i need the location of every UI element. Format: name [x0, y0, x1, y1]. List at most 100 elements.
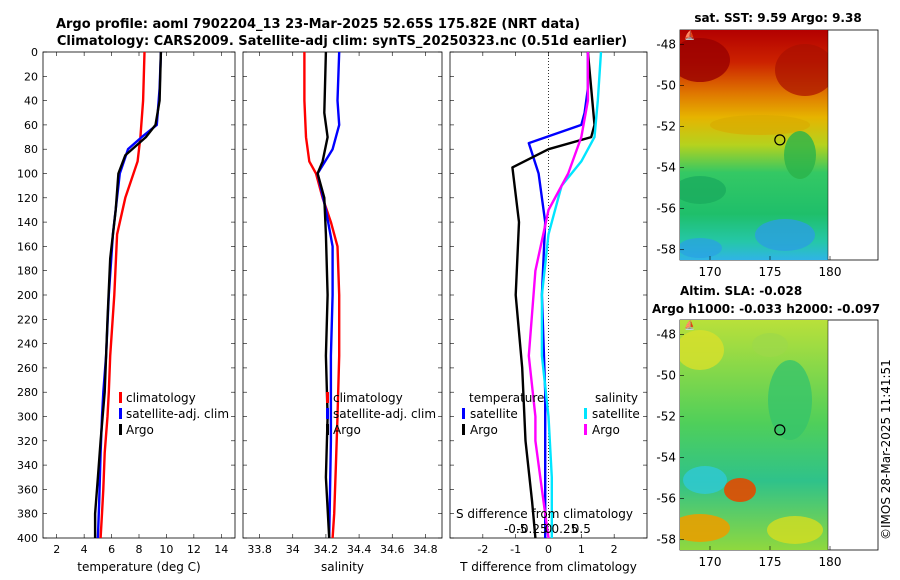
legend-swatch	[326, 392, 329, 403]
map-x-tick-label: 175	[759, 265, 782, 279]
y-tick-label: 320	[17, 435, 38, 448]
s-tick-label: -0.25	[517, 522, 548, 536]
legend-swatch	[584, 408, 587, 419]
legend-swatch	[326, 424, 329, 435]
legend-swatch	[119, 408, 122, 419]
map-y-tick-label: -50	[656, 78, 676, 92]
sla-high-patch	[680, 330, 724, 370]
sst-map-axes: 170 175 180 -48 -50 -52 -54 -56 -58	[656, 37, 841, 279]
y-tick-label: 340	[17, 459, 38, 472]
x-axis-label: T difference from climatology	[459, 560, 637, 574]
legend-label: Argo	[592, 423, 620, 437]
sla-map-axes: 170 175 180 -48 -50 -52 -54 -56 -58	[656, 327, 841, 569]
y-tick-label: 300	[17, 411, 38, 424]
sla-low-patch	[683, 466, 727, 494]
y-tick-label: 80	[24, 143, 38, 156]
x-tick-label: 14	[214, 543, 228, 556]
map-x-tick-label: 180	[819, 265, 842, 279]
sla-low-patch	[768, 360, 812, 440]
legend-swatch	[462, 424, 465, 435]
legend-label: Argo	[333, 423, 361, 437]
y-tick-label: 280	[17, 386, 38, 399]
sst-front	[710, 115, 810, 135]
sst-cold-patch	[755, 219, 815, 251]
title-line-1: Argo profile: aoml 7902204_13 23-Mar-202…	[56, 17, 580, 32]
x-tick-label: 34.8	[413, 543, 438, 556]
x-tick-label: 2	[53, 543, 60, 556]
sla-map-title-2: Argo h1000: -0.033 h2000: -0.097	[652, 302, 880, 316]
map-y-tick-label: -56	[656, 202, 676, 216]
y-tick-label: 0	[31, 46, 38, 59]
legend-label: satellite	[592, 407, 640, 421]
map-y-tick-label: -54	[656, 451, 676, 465]
watermark-text: ©IMOS 28-Mar-2025 11:41:51	[879, 359, 893, 540]
s-tick-label: 0.25	[552, 522, 579, 536]
y-tick-label: 200	[17, 289, 38, 302]
legend-swatch	[119, 424, 122, 435]
legend-label: climatology	[126, 391, 196, 405]
temperature-profile-frame	[42, 51, 236, 539]
y-tick-label: 100	[17, 168, 38, 181]
map-x-tick-label: 180	[819, 555, 842, 569]
s-tick-label: -0.5	[504, 522, 527, 536]
x-tick-label: 8	[136, 543, 143, 556]
y-tick-label: 360	[17, 483, 38, 496]
north-arrow-icon: ⛵	[684, 319, 695, 331]
legend-label: salinity	[595, 391, 638, 405]
y-tick-label: 40	[24, 95, 38, 108]
legend-swatch	[119, 392, 122, 403]
x-tick-label: -2	[477, 543, 488, 556]
sla-map-panel: Altim. SLA: -0.028 Argo h1000: -0.033 h2…	[652, 284, 880, 569]
series-line-climatology	[99, 51, 146, 539]
sst-cool-patch	[680, 176, 726, 204]
x-tick-label: 0	[545, 543, 552, 556]
y-tick-label: 20	[24, 70, 38, 83]
map-y-tick-label: -48	[656, 37, 676, 51]
x-tick-label: 1	[578, 543, 585, 556]
x-tick-label: 34.6	[380, 543, 405, 556]
sla-high-patch	[767, 516, 823, 544]
s-tick-label: 0.5	[572, 522, 591, 536]
x-tick-label: 4	[81, 543, 88, 556]
map-x-tick-label: 170	[699, 265, 722, 279]
map-y-tick-label: -58	[656, 533, 676, 547]
y-tick-label: 380	[17, 508, 38, 521]
sla-high-patch	[724, 478, 756, 502]
legend-swatch	[584, 424, 587, 435]
series-line-t-argo	[511, 51, 596, 539]
legend-label: Argo	[470, 423, 498, 437]
y-tick-label: 60	[24, 119, 38, 132]
north-arrow-icon: ⛵	[684, 29, 695, 41]
salinity-profile-panel: 33.8 34 34.2 34.4 34.6 34.8 salinity climatolog…	[242, 51, 443, 574]
map-y-tick-label: -52	[656, 410, 676, 424]
sst-warm-patch	[680, 38, 730, 82]
x-tick-label: -1	[510, 543, 521, 556]
series-line-argo	[93, 51, 163, 538]
legend-label: satellite-adj. clim	[333, 407, 436, 421]
y-tick-label: 260	[17, 362, 38, 375]
x-tick-label: 33.8	[247, 543, 272, 556]
legend-label: satellite-adj. clim	[126, 407, 229, 421]
sst-map-title: sat. SST: 9.59 Argo: 9.38	[694, 11, 861, 25]
x-tick-label: 6	[108, 543, 115, 556]
x-tick-label: 34	[286, 543, 300, 556]
y-tick-label: 120	[17, 192, 38, 205]
argo-float-marker	[774, 134, 786, 146]
s-difference-label: S difference from climatology	[456, 507, 633, 521]
sst-map-panel: sat. SST: 9.59 Argo: 9.38 ⛵ 170 175 180 -48…	[656, 11, 879, 279]
map-y-tick-label: -54	[656, 161, 676, 175]
x-tick-label: 10	[159, 543, 173, 556]
y-tick-label: 140	[17, 216, 38, 229]
series-line-t-satellite	[527, 52, 590, 538]
sst-warm-patch	[775, 44, 828, 96]
sla-map-title-1: Altim. SLA: -0.028	[680, 284, 802, 298]
legend-label: temperature	[469, 391, 544, 405]
x-tick-label: 12	[187, 543, 201, 556]
salinity-profile-frame	[242, 51, 443, 539]
y-tick-label: 400	[17, 532, 38, 545]
series-line-climatology	[303, 52, 341, 539]
x-axis-label: salinity	[321, 560, 364, 574]
x-axis-label: temperature (deg C)	[77, 560, 200, 574]
argo-float-marker	[774, 424, 786, 436]
